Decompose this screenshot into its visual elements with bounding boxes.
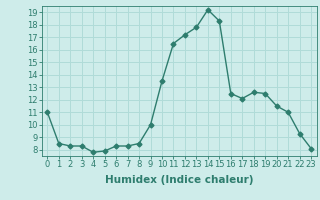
X-axis label: Humidex (Indice chaleur): Humidex (Indice chaleur) <box>105 175 253 185</box>
